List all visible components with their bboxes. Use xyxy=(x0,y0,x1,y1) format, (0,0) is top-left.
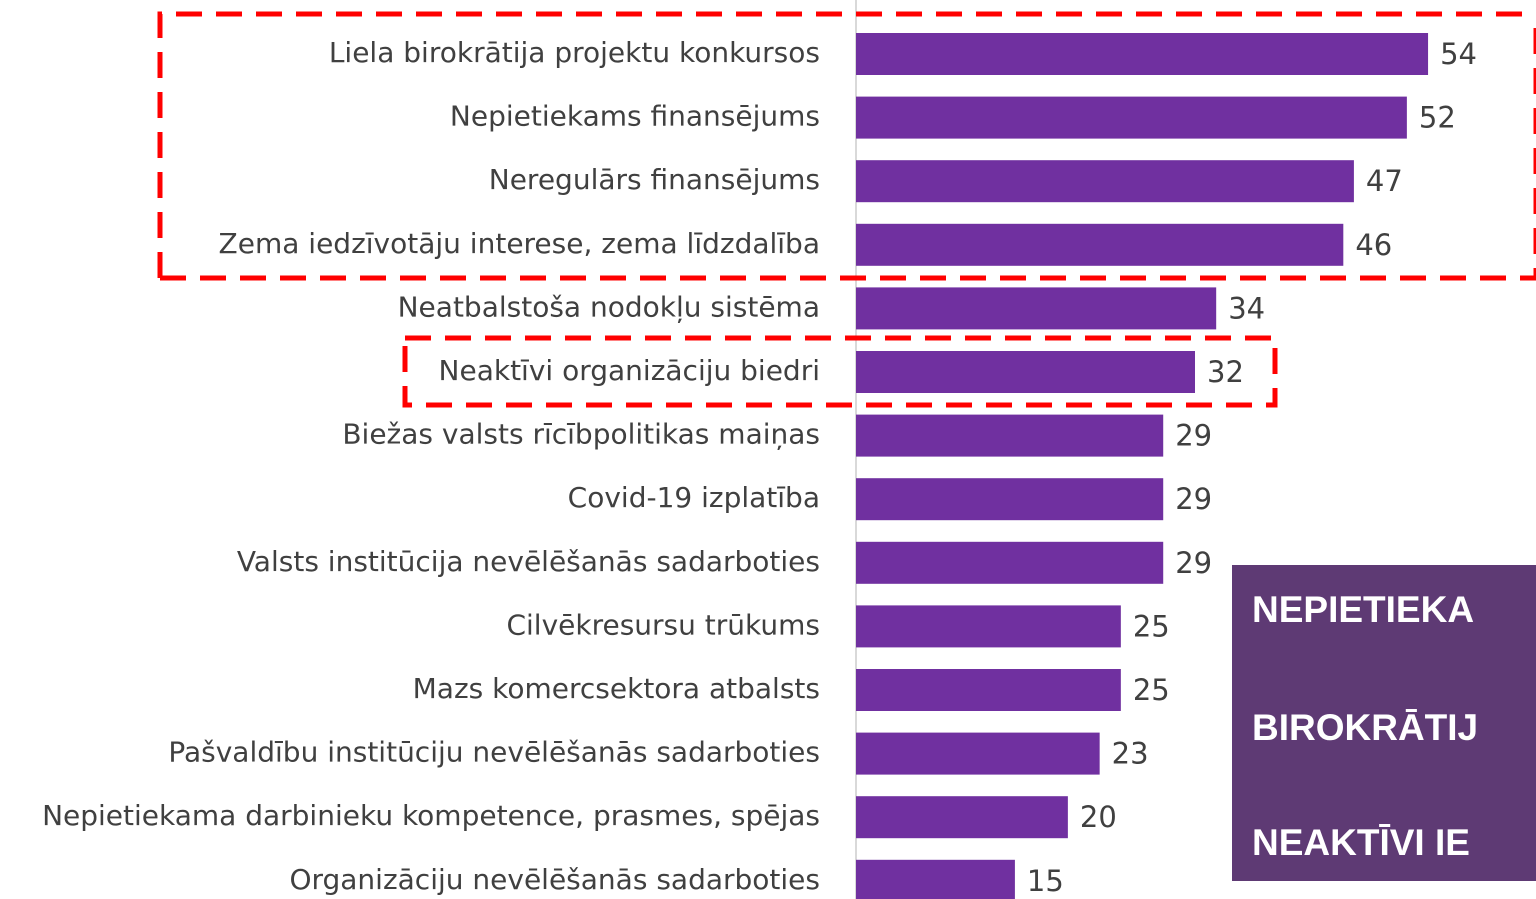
category-label: Organizāciju nevēlēšanās sadarboties xyxy=(289,863,820,896)
bar xyxy=(856,541,1164,584)
highlight-box xyxy=(157,11,1536,281)
summary-box xyxy=(1232,565,1536,881)
highlight-box xyxy=(402,335,1278,408)
category-label: Cilvēkresursu trūkums xyxy=(506,608,820,641)
bar xyxy=(856,669,1121,711)
value-label: 25 xyxy=(1133,609,1170,643)
bar xyxy=(856,96,1407,139)
category-label: Neaktīvi organizāciju biedri xyxy=(439,354,820,387)
category-label: Liela birokrātija projektu konkursos xyxy=(329,36,820,69)
value-label: 52 xyxy=(1419,101,1456,135)
value-label: 32 xyxy=(1207,355,1244,389)
bar xyxy=(856,287,1217,330)
value-label: 29 xyxy=(1175,482,1212,516)
value-label: 34 xyxy=(1228,291,1265,325)
value-label: 47 xyxy=(1366,164,1403,198)
value-label: 54 xyxy=(1440,37,1477,71)
bar xyxy=(856,478,1164,521)
value-label: 29 xyxy=(1175,546,1212,580)
category-label: Mazs komercsektora atbalsts xyxy=(413,672,820,705)
bar xyxy=(856,160,1354,203)
value-label: 29 xyxy=(1175,419,1212,453)
category-label: Biežas valsts rīcībpolitikas maiņas xyxy=(342,418,820,451)
summary-text: NEAKTĪVI IE xyxy=(1252,822,1470,863)
bars: Liela birokrātija projektu konkursos 54 Ne… xyxy=(42,33,1477,899)
value-label: 25 xyxy=(1133,673,1170,707)
value-label: 23 xyxy=(1112,737,1149,771)
category-label: Covid-19 izplatība xyxy=(568,481,820,514)
value-label: 15 xyxy=(1027,864,1064,898)
category-label: Nepietiekama darbinieku kompetence, pras… xyxy=(42,799,820,832)
value-label: 46 xyxy=(1355,228,1392,262)
bar xyxy=(856,796,1068,839)
summary-text: NEPIETIEKA xyxy=(1252,589,1474,630)
category-label: Neregulārs finansējums xyxy=(489,163,820,196)
category-label: Pašvaldību institūciju nevēlēšanās sadar… xyxy=(168,736,820,769)
bar xyxy=(856,223,1344,266)
category-label: Valsts institūcija nevēlēšanās sadarboti… xyxy=(237,545,820,578)
category-label: Neatbalstoša nodokļu sistēma xyxy=(398,290,820,323)
value-label: 20 xyxy=(1080,800,1117,834)
category-label: Zema iedzīvotāju interese, zema līdzdalī… xyxy=(219,227,820,260)
bar xyxy=(856,414,1164,457)
bar xyxy=(856,33,1429,75)
category-label: Nepietiekams finansējums xyxy=(450,100,820,133)
bar xyxy=(856,351,1195,393)
bar xyxy=(856,859,1015,899)
bar xyxy=(856,605,1121,648)
bar xyxy=(856,732,1100,775)
summary-text: BIROKRĀTIJ xyxy=(1252,707,1478,748)
